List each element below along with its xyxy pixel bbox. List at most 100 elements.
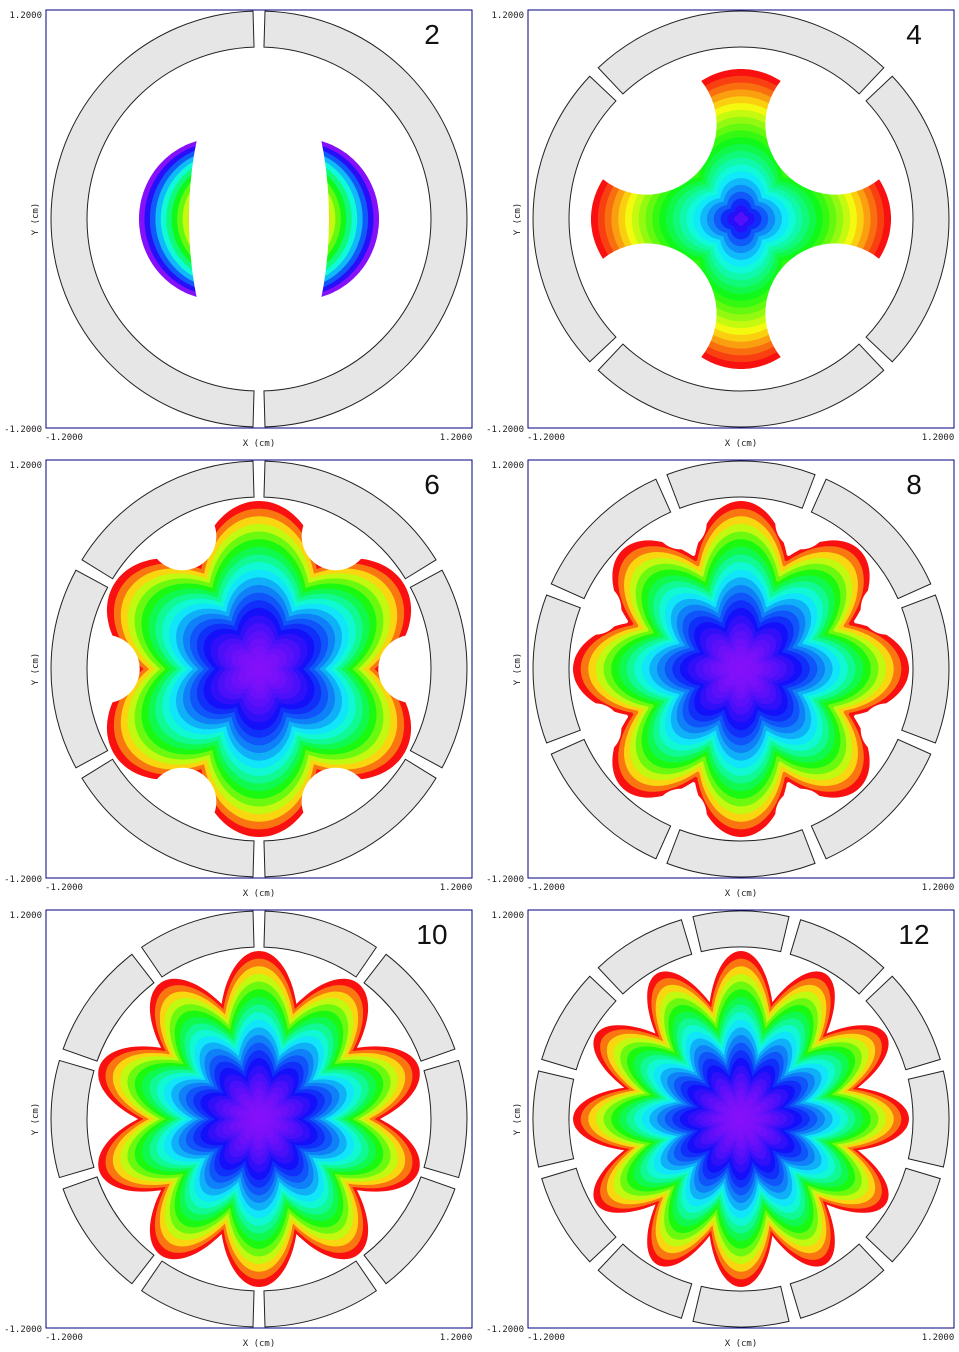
electrode-segment bbox=[263, 758, 437, 878]
electrode-segment bbox=[597, 343, 885, 428]
y-max-label: 1.2000 bbox=[491, 11, 524, 21]
electrode-segment bbox=[865, 975, 941, 1071]
plot-frame bbox=[45, 459, 473, 879]
electrode-tip bbox=[398, 1098, 431, 1140]
y-min-label: -1.2000 bbox=[4, 875, 42, 885]
electrode-segment bbox=[907, 1070, 950, 1168]
x-min-label: -1.2000 bbox=[45, 1333, 83, 1343]
field-map bbox=[87, 47, 431, 391]
y-min-label: -1.2000 bbox=[486, 425, 524, 435]
plot-svg: 10 1.2000 -1.2000-1.2000 1.2000 X (cm) Y (cm) bbox=[4, 909, 473, 1349]
y-min-label: -1.2000 bbox=[486, 1325, 524, 1335]
electrode-segment bbox=[666, 829, 816, 878]
electrode-segment bbox=[50, 569, 109, 769]
pole-count-label: 6 bbox=[424, 469, 440, 500]
electrode-segment bbox=[363, 1176, 456, 1285]
x-min-label: -1.2000 bbox=[527, 433, 565, 443]
y-min-label: -1.2000 bbox=[4, 1325, 42, 1335]
x-axis-label: X (cm) bbox=[243, 1339, 276, 1349]
field-map bbox=[87, 501, 431, 837]
electrode-segment bbox=[62, 1176, 155, 1285]
electrode-segment bbox=[597, 1243, 693, 1319]
pole-count-label: 4 bbox=[906, 19, 922, 50]
plot-frame bbox=[45, 909, 473, 1329]
plot-svg: 4 1.2000 -1.2000-1.2000 1.2000 X (cm) Y (cm) bbox=[486, 9, 955, 449]
y-axis-label: Y (cm) bbox=[31, 203, 41, 236]
electrode-segment bbox=[550, 738, 672, 860]
x-axis-label: X (cm) bbox=[725, 889, 758, 899]
x-min-label: -1.2000 bbox=[45, 883, 83, 893]
panel-6: 6 1.2000 -1.2000 -1.2000 1.2000 X (cm) Y (cm) bbox=[0, 450, 480, 900]
y-max-label: 1.2000 bbox=[9, 11, 42, 21]
x-axis-label: X (cm) bbox=[725, 439, 758, 449]
pole-count-label: 10 bbox=[416, 919, 447, 950]
y-max-label: 1.2000 bbox=[9, 911, 42, 921]
electrode-segment bbox=[810, 478, 932, 600]
electrode-segment bbox=[363, 953, 456, 1062]
electrode-segment bbox=[541, 975, 617, 1071]
y-min-label: -1.2000 bbox=[486, 875, 524, 885]
x-min-label: -1.2000 bbox=[45, 433, 83, 443]
plot-frame bbox=[527, 459, 955, 879]
electrode-segment bbox=[865, 75, 950, 363]
electrode-segment bbox=[541, 1167, 617, 1263]
y-max-label: 1.2000 bbox=[491, 911, 524, 921]
electrode-segment bbox=[550, 478, 672, 600]
field-band bbox=[734, 212, 748, 226]
plot-frame bbox=[45, 9, 473, 429]
plot-svg: 6 1.2000 -1.2000-1.2000 1.2000 X (cm) Y (cm) bbox=[4, 459, 473, 899]
plot-svg: 8 1.2000 -1.2000-1.2000 1.2000 X (cm) Y (cm) bbox=[486, 459, 955, 899]
pole-count-label: 8 bbox=[906, 469, 922, 500]
electrode-segment bbox=[692, 1285, 790, 1328]
panel-2: 2 1.2000 -1.2000 -1.2000 1.2000 X (cm) Y (cm) bbox=[0, 0, 480, 450]
electrode-segment bbox=[597, 919, 693, 995]
electrode-tip bbox=[189, 47, 329, 391]
plot-frame bbox=[527, 909, 955, 1329]
field-map bbox=[576, 54, 906, 384]
electrode-segment bbox=[50, 10, 255, 428]
electrode-segment bbox=[901, 594, 950, 744]
electrode-segment bbox=[865, 1167, 941, 1263]
electrode-segment bbox=[423, 1059, 468, 1179]
x-min-label: -1.2000 bbox=[527, 1333, 565, 1343]
electrode-segment bbox=[140, 1260, 255, 1328]
plot-frame bbox=[527, 9, 955, 429]
electrode-segment bbox=[409, 569, 468, 769]
y-axis-label: Y (cm) bbox=[513, 653, 523, 686]
y-axis-label: Y (cm) bbox=[31, 1103, 41, 1136]
electrode-segment bbox=[140, 910, 255, 978]
electrode-segment bbox=[789, 919, 885, 995]
electrode-tip bbox=[378, 635, 431, 703]
electrode-segment bbox=[62, 953, 155, 1062]
field-map bbox=[569, 947, 913, 1291]
plot-svg: 2 1.2000 -1.2000-1.2000 1.2000 X (cm) Y (cm) bbox=[4, 9, 473, 449]
x-max-label: 1.2000 bbox=[440, 433, 473, 443]
field-band bbox=[251, 1111, 267, 1127]
panel-10: 10 1.2000 -1.2000 -1.2000 1.2000 X (cm) Y (cm) bbox=[0, 900, 480, 1350]
electrode-segment bbox=[50, 1059, 95, 1179]
field-band bbox=[252, 661, 266, 677]
panel-8: 8 1.2000 -1.2000 -1.2000 1.2000 X (cm) Y (cm) bbox=[482, 450, 959, 900]
electrode-segment bbox=[789, 1243, 885, 1319]
field-band bbox=[733, 661, 749, 677]
pole-count-label: 12 bbox=[898, 919, 929, 950]
field-map bbox=[87, 947, 431, 1291]
y-max-label: 1.2000 bbox=[491, 461, 524, 471]
x-axis-label: X (cm) bbox=[243, 889, 276, 899]
x-axis-label: X (cm) bbox=[243, 439, 276, 449]
x-max-label: 1.2000 bbox=[440, 883, 473, 893]
x-max-label: 1.2000 bbox=[440, 1333, 473, 1343]
electrode-segment bbox=[532, 1070, 575, 1168]
field-map bbox=[569, 497, 913, 841]
electrode-segment bbox=[263, 1260, 378, 1328]
x-max-label: 1.2000 bbox=[922, 433, 955, 443]
x-min-label: -1.2000 bbox=[527, 883, 565, 893]
field-band bbox=[733, 1111, 749, 1127]
electrode-segment bbox=[263, 460, 437, 580]
electrode-segment bbox=[81, 758, 255, 878]
x-axis-label: X (cm) bbox=[725, 1339, 758, 1349]
x-max-label: 1.2000 bbox=[922, 883, 955, 893]
panel-4: 4 1.2000 -1.2000 -1.2000 1.2000 X (cm) Y (cm) bbox=[482, 0, 959, 450]
electrode-tip bbox=[87, 1098, 120, 1140]
electrode-segment bbox=[666, 460, 816, 509]
